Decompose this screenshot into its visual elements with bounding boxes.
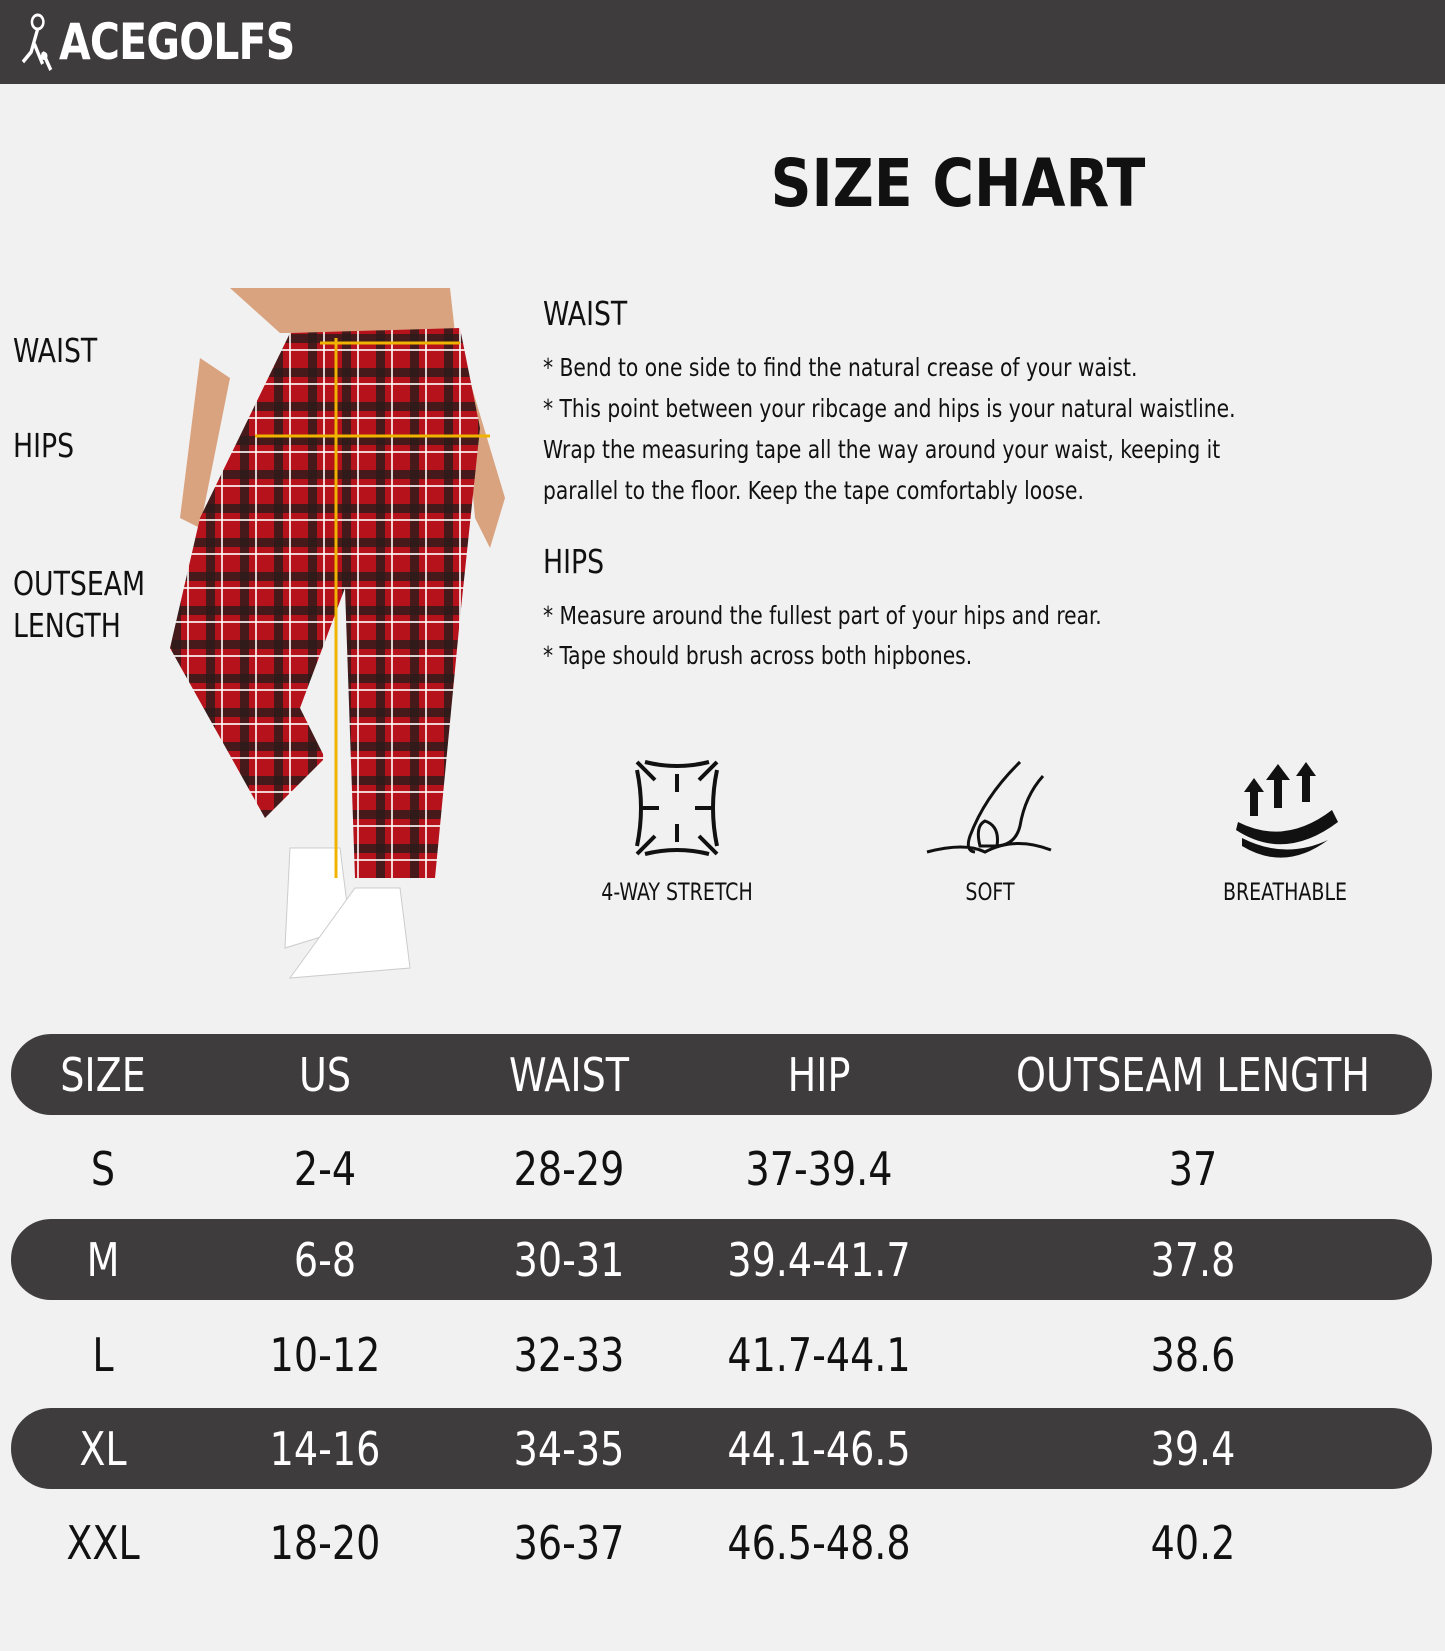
column-header: SIZE: [60, 1047, 146, 1102]
label-hips: HIPS: [13, 426, 75, 465]
breathable-icon: [1236, 762, 1338, 858]
table-cell: L: [92, 1327, 114, 1382]
feature-breathable: BREATHABLE: [1155, 756, 1415, 906]
table-cell: 30-31: [513, 1232, 625, 1287]
table-cell: 40.2: [1150, 1515, 1236, 1570]
table-cell: 28-29: [513, 1141, 625, 1196]
feature-soft: SOFT: [860, 756, 1120, 906]
table-cell: XXL: [66, 1515, 140, 1570]
table-cell: 10-12: [269, 1327, 381, 1382]
column-header: WAIST: [508, 1047, 630, 1102]
hips-line: * Measure around the fullest part of you…: [543, 601, 1102, 630]
table-cell: 14-16: [269, 1421, 381, 1476]
table-cell: XL: [79, 1421, 127, 1476]
header-bar: [0, 0, 1445, 84]
table-cell: M: [86, 1232, 120, 1287]
table-cell: 6-8: [293, 1232, 357, 1287]
table-cell: 37.8: [1150, 1232, 1236, 1287]
waist-line: * Bend to one side to find the natural c…: [543, 353, 1138, 382]
table-row: XL 14-16 34-35 44.1-46.5 39.4: [11, 1408, 1432, 1489]
table-header-row: SIZE US WAIST HIP OUTSEAM LENGTH: [11, 1034, 1432, 1115]
table-cell: 2-4: [293, 1141, 357, 1196]
waist-line: * This point between your ribcage and hi…: [543, 394, 1236, 423]
waist-heading: WAIST: [543, 294, 628, 333]
table-cell: 34-35: [513, 1421, 625, 1476]
label-length: LENGTH: [13, 606, 121, 645]
column-header: HIP: [787, 1047, 851, 1102]
column-header: OUTSEAM LENGTH: [1016, 1047, 1370, 1102]
waist-line: parallel to the floor. Keep the tape com…: [543, 476, 1084, 505]
table-cell: 18-20: [269, 1515, 381, 1570]
table-cell: 44.1-46.5: [727, 1421, 911, 1476]
hips-heading: HIPS: [543, 542, 605, 581]
hand-icon: [926, 760, 1052, 854]
hips-line: * Tape should brush across both hipbones…: [543, 641, 973, 670]
golfer-icon: [21, 13, 53, 71]
table-row: S 2-4 28-29 37-39.4 37: [11, 1128, 1432, 1209]
column-header: US: [298, 1047, 352, 1102]
table-row: L 10-12 32-33 41.7-44.1 38.6: [11, 1314, 1432, 1395]
table-cell: 41.7-44.1: [727, 1327, 911, 1382]
feature-label: SOFT: [965, 878, 1015, 906]
table-cell: 39.4: [1150, 1421, 1236, 1476]
page-title: SIZE CHART: [770, 145, 1146, 222]
waist-line: Wrap the measuring tape all the way arou…: [543, 435, 1221, 464]
table-cell: 37-39.4: [745, 1141, 893, 1196]
model-pants-image: [170, 288, 505, 979]
feature-label: 4-WAY STRETCH: [601, 878, 753, 906]
label-waist: WAIST: [13, 331, 98, 370]
table-row: XXL 18-20 36-37 46.5-48.8 40.2: [11, 1502, 1432, 1583]
table-cell: 38.6: [1150, 1327, 1236, 1382]
table-row: M 6-8 30-31 39.4-41.7 37.8: [11, 1219, 1432, 1300]
table-cell: 39.4-41.7: [727, 1232, 911, 1287]
table-cell: S: [90, 1141, 116, 1196]
logo-text: ACEGOLFS: [59, 13, 295, 71]
label-outseam: OUTSEAM: [13, 564, 146, 603]
table-cell: 37: [1168, 1141, 1218, 1196]
table-cell: 32-33: [513, 1327, 625, 1382]
table-cell: 36-37: [513, 1515, 625, 1570]
feature-stretch: 4-WAY STRETCH: [547, 756, 807, 906]
table-cell: 46.5-48.8: [727, 1515, 911, 1570]
brand-logo: ACEGOLFS: [18, 10, 295, 74]
feature-label: BREATHABLE: [1222, 878, 1348, 906]
stretch-icon: [635, 760, 719, 856]
